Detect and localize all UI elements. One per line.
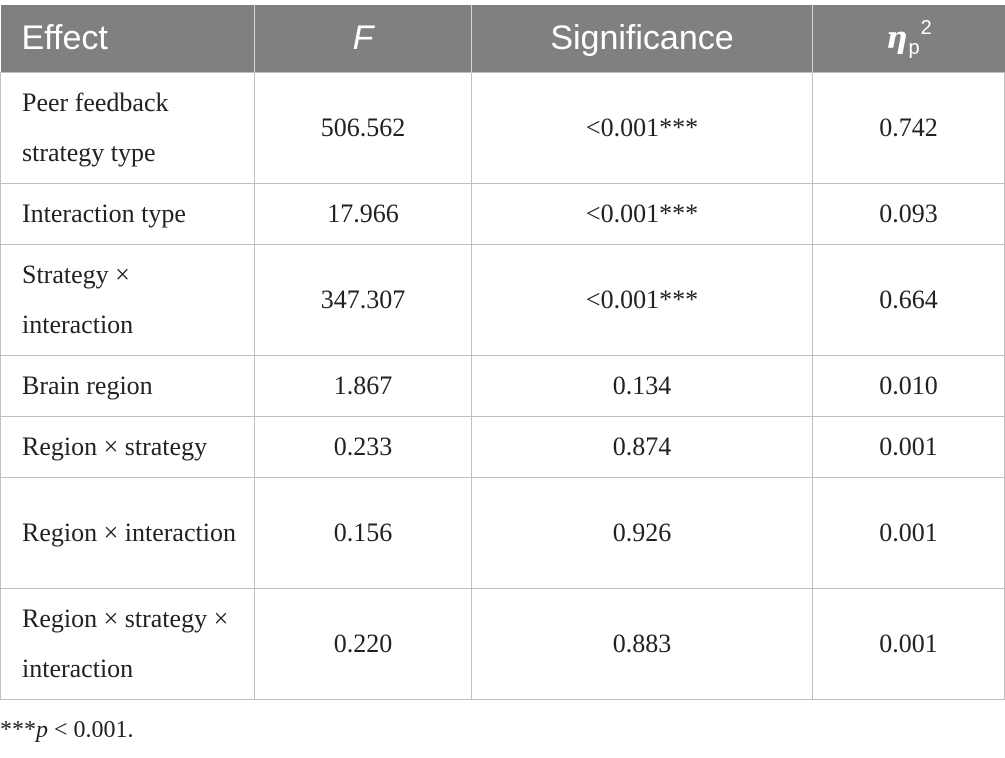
table-body: Peer feedback strategy type 506.562 <0.0… xyxy=(0,72,1005,700)
anova-results-table: Effect F Significance ηp2 Peer feedback … xyxy=(0,5,1005,700)
header-row: Effect F Significance ηp2 xyxy=(0,5,1005,73)
cell-effect: Interaction type xyxy=(0,183,255,245)
cell-f: 506.562 xyxy=(254,72,472,184)
table-row: Region × interaction 0.156 0.926 0.001 xyxy=(0,477,1005,589)
table-row: Brain region 1.867 0.134 0.010 xyxy=(0,355,1005,417)
cell-eta: 0.664 xyxy=(812,244,1005,356)
cell-significance: 0.874 xyxy=(471,416,813,478)
cell-eta: 0.001 xyxy=(812,477,1005,589)
cell-effect: Region × strategy × interaction xyxy=(0,588,255,700)
cell-significance: 0.926 xyxy=(471,477,813,589)
cell-significance: 0.134 xyxy=(471,355,813,417)
cell-significance: <0.001*** xyxy=(471,183,813,245)
cell-f: 0.233 xyxy=(254,416,472,478)
table-row: Peer feedback strategy type 506.562 <0.0… xyxy=(0,72,1005,184)
cell-f: 1.867 xyxy=(254,355,472,417)
cell-f: 17.966 xyxy=(254,183,472,245)
footnote-threshold: < 0.001. xyxy=(48,717,134,743)
table-footnote: ***p < 0.001. xyxy=(0,717,134,744)
header-effect: Effect xyxy=(0,5,255,73)
footnote-stars: *** xyxy=(0,717,36,743)
cell-effect: Region × strategy xyxy=(0,416,255,478)
footnote-p: p xyxy=(36,717,48,743)
cell-effect: Peer feedback strategy type xyxy=(0,72,255,184)
cell-effect: Brain region xyxy=(0,355,255,417)
header-significance: Significance xyxy=(471,5,813,73)
table-row: Strategy × interaction 347.307 <0.001***… xyxy=(0,244,1005,356)
table-row: Interaction type 17.966 <0.001*** 0.093 xyxy=(0,183,1005,245)
table-row: Region × strategy × interaction 0.220 0.… xyxy=(0,588,1005,700)
eta-subscript: p xyxy=(908,37,920,59)
cell-effect: Region × interaction xyxy=(0,477,255,589)
cell-effect: Strategy × interaction xyxy=(0,244,255,356)
cell-significance: <0.001*** xyxy=(471,72,813,184)
header-f: F xyxy=(254,5,472,73)
table-header: Effect F Significance ηp2 xyxy=(0,5,1005,73)
cell-f: 347.307 xyxy=(254,244,472,356)
header-partial-eta-squared: ηp2 xyxy=(812,5,1005,73)
eta-symbol: η xyxy=(885,21,908,56)
cell-f: 0.220 xyxy=(254,588,472,700)
cell-eta: 0.093 xyxy=(812,183,1005,245)
cell-eta: 0.001 xyxy=(812,416,1005,478)
cell-f: 0.156 xyxy=(254,477,472,589)
cell-eta: 0.010 xyxy=(812,355,1005,417)
cell-eta: 0.001 xyxy=(812,588,1005,700)
table-row: Region × strategy 0.233 0.874 0.001 xyxy=(0,416,1005,478)
cell-significance: 0.883 xyxy=(471,588,813,700)
header-f-label: F xyxy=(352,19,374,57)
eta-superscript: 2 xyxy=(920,17,932,39)
cell-significance: <0.001*** xyxy=(471,244,813,356)
cell-eta: 0.742 xyxy=(812,72,1005,184)
